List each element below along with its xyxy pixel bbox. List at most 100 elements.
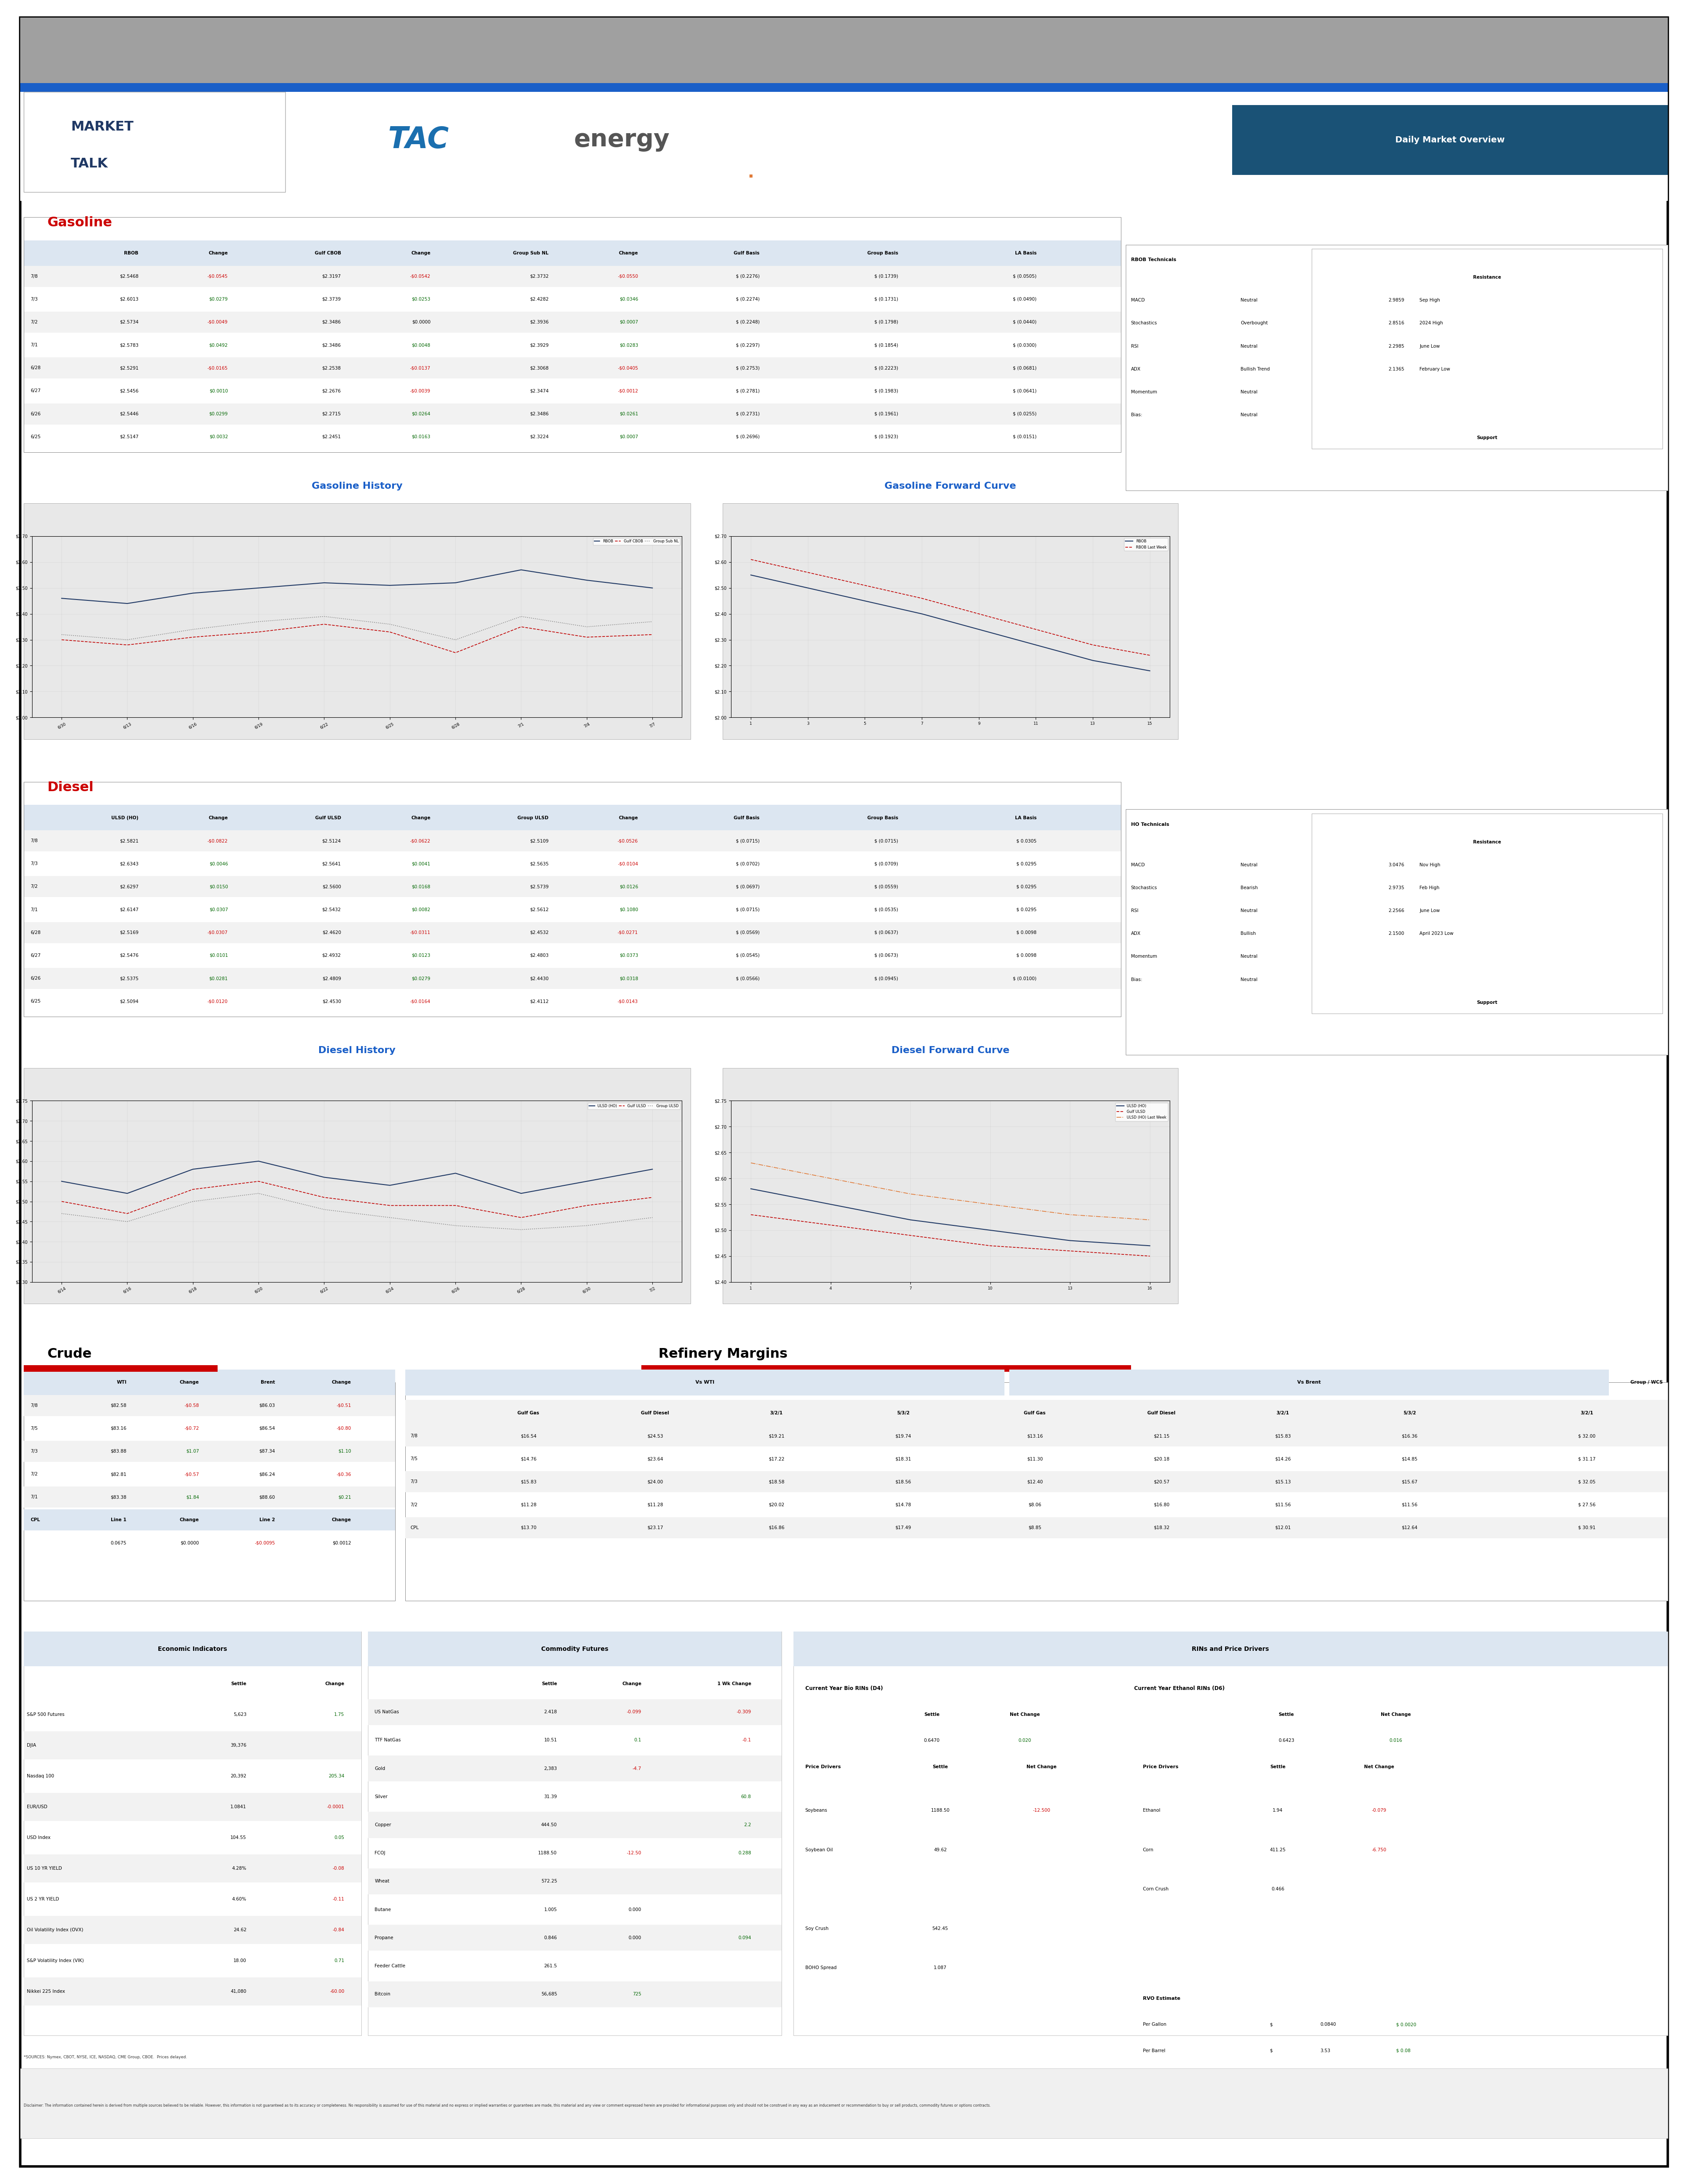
Text: $0.0299: $0.0299: [209, 411, 228, 417]
Text: Gold: Gold: [375, 1767, 385, 1771]
Text: 0.020: 0.020: [1018, 1738, 1031, 1743]
Text: February Low: February Low: [1420, 367, 1450, 371]
Text: 2.1365: 2.1365: [1388, 367, 1404, 371]
Text: Change: Change: [619, 251, 638, 256]
Text: $ 0.0295: $ 0.0295: [1016, 885, 1036, 889]
Text: 0.05: 0.05: [334, 1835, 344, 1839]
Text: 7/2: 7/2: [410, 1503, 417, 1507]
RBOB: [314, 570, 334, 596]
Text: $2.3929: $2.3929: [530, 343, 549, 347]
RBOB: [798, 574, 819, 601]
FancyBboxPatch shape: [793, 1631, 1668, 2035]
Text: ADX: ADX: [1131, 930, 1141, 937]
Text: $2.3068: $2.3068: [530, 365, 549, 371]
FancyBboxPatch shape: [24, 922, 1121, 943]
Text: Vs WTI: Vs WTI: [695, 1380, 714, 1385]
Group Sub NL: [182, 616, 203, 642]
Text: Diesel Forward Curve: Diesel Forward Curve: [891, 1046, 1009, 1055]
Text: TALK: TALK: [71, 157, 108, 170]
Text: $2.4530: $2.4530: [322, 998, 341, 1005]
Text: $2.4282: $2.4282: [530, 297, 549, 301]
Text: Group Basis: Group Basis: [868, 815, 898, 821]
Group Sub NL: [511, 603, 532, 629]
Text: Stochastics: Stochastics: [1131, 321, 1158, 325]
Text: $2.3486: $2.3486: [530, 411, 549, 417]
Text: $14.76: $14.76: [520, 1457, 537, 1461]
FancyBboxPatch shape: [368, 1981, 782, 2007]
Text: -0.099: -0.099: [626, 1710, 641, 1714]
Gulf ULSD: [446, 1192, 466, 1219]
Text: -$0.0164: -$0.0164: [410, 998, 430, 1005]
Group ULSD: [380, 1203, 400, 1230]
Text: 1.087: 1.087: [933, 1966, 947, 1970]
Text: 7/5: 7/5: [30, 1426, 37, 1431]
Text: *SOURCES: Nymex, CBOT, NYSE, ICE, NASDAQ, CME Group, CBOE.  Prices delayed.: *SOURCES: Nymex, CBOT, NYSE, ICE, NASDAQ…: [24, 2055, 187, 2060]
Gulf ULSD: [314, 1184, 334, 1210]
FancyBboxPatch shape: [24, 876, 1121, 898]
Group ULSD: [577, 1212, 598, 1238]
FancyBboxPatch shape: [368, 1631, 782, 2035]
Text: $11.28: $11.28: [647, 1503, 663, 1507]
Text: -0.0001: -0.0001: [327, 1804, 344, 1808]
Text: Neutral: Neutral: [1241, 909, 1258, 913]
Text: $2.3224: $2.3224: [530, 435, 549, 439]
Text: Gulf Gas: Gulf Gas: [1025, 1411, 1045, 1415]
Text: $2.5169: $2.5169: [120, 930, 138, 935]
Text: $ (0.0569): $ (0.0569): [736, 930, 760, 935]
Text: -12.50: -12.50: [626, 1850, 641, 1856]
Text: 49.62: 49.62: [933, 1848, 947, 1852]
Line: RBOB Last Week: RBOB Last Week: [751, 559, 1150, 655]
Text: -$0.0104: -$0.0104: [618, 860, 638, 867]
Text: ULSD (HO): ULSD (HO): [111, 815, 138, 821]
Text: $ 0.08: $ 0.08: [1396, 2049, 1411, 2053]
Text: Change: Change: [181, 1518, 199, 1522]
FancyBboxPatch shape: [1312, 249, 1663, 450]
Line: Gulf ULSD: Gulf ULSD: [751, 1214, 1150, 1256]
Text: 0.094: 0.094: [738, 1935, 751, 1939]
Gulf ULSD: [820, 1212, 841, 1238]
FancyBboxPatch shape: [24, 1793, 361, 1821]
Text: -4.7: -4.7: [633, 1767, 641, 1771]
Text: -$0.72: -$0.72: [184, 1426, 199, 1431]
Text: Change: Change: [333, 1380, 351, 1385]
Text: $17.49: $17.49: [895, 1524, 912, 1531]
Text: $2.2538: $2.2538: [322, 365, 341, 371]
Text: RBOB Technicals: RBOB Technicals: [1131, 258, 1177, 262]
Text: 1.75: 1.75: [334, 1712, 344, 1717]
Text: Line 1: Line 1: [111, 1518, 127, 1522]
Text: Daily Market Overview: Daily Market Overview: [1396, 135, 1504, 144]
Group ULSD: [446, 1212, 466, 1238]
FancyBboxPatch shape: [24, 92, 285, 192]
FancyBboxPatch shape: [24, 505, 690, 738]
Text: Gulf ULSD: Gulf ULSD: [316, 815, 341, 821]
Text: $0.0046: $0.0046: [209, 860, 228, 867]
Text: $ 30.91: $ 30.91: [1578, 1524, 1595, 1531]
FancyBboxPatch shape: [368, 1699, 782, 1725]
Text: -0.11: -0.11: [333, 1898, 344, 1902]
Text: Gulf Diesel: Gulf Diesel: [1148, 1411, 1175, 1415]
Text: $ (0.2731): $ (0.2731): [736, 411, 760, 417]
Text: RSI: RSI: [1131, 909, 1138, 913]
Text: Price Drivers: Price Drivers: [805, 1765, 841, 1769]
Text: $1.07: $1.07: [186, 1448, 199, 1455]
Text: 2.418: 2.418: [544, 1710, 557, 1714]
Text: 18.00: 18.00: [233, 1959, 246, 1963]
Text: -$0.0622: -$0.0622: [410, 839, 430, 843]
Text: $24.00: $24.00: [647, 1479, 663, 1485]
Text: Sep High: Sep High: [1420, 297, 1440, 304]
ULSD (HO): [380, 1173, 400, 1199]
Group Sub NL: [248, 609, 268, 636]
Text: 7/2: 7/2: [30, 1472, 37, 1476]
FancyBboxPatch shape: [24, 1396, 395, 1415]
Text: 2024 High: 2024 High: [1420, 321, 1443, 325]
Text: $2.3732: $2.3732: [530, 273, 549, 280]
Text: $ (0.0490): $ (0.0490): [1013, 297, 1036, 301]
Text: $16.36: $16.36: [1401, 1433, 1418, 1439]
Text: $ 32.00: $ 32.00: [1578, 1433, 1595, 1439]
Text: $ (0.0641): $ (0.0641): [1013, 389, 1036, 393]
Text: 2,383: 2,383: [544, 1767, 557, 1771]
Gulf CBOB: [380, 618, 400, 644]
Group Sub NL: [116, 627, 137, 653]
Group Sub NL: [314, 603, 334, 629]
Text: $2.5600: $2.5600: [322, 885, 341, 889]
